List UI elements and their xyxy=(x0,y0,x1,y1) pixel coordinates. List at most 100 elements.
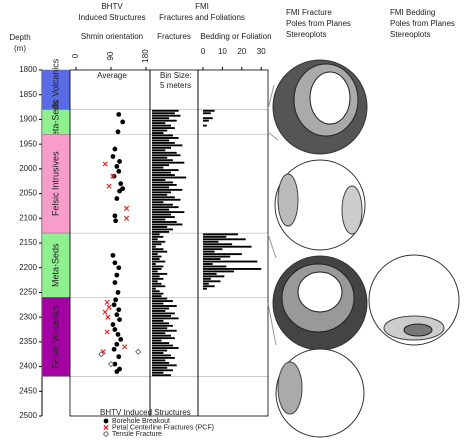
data-point xyxy=(115,290,121,295)
depth-unit: (m) xyxy=(14,44,26,53)
x-tick-label: 90 xyxy=(106,51,115,60)
histogram-bar xyxy=(152,300,173,303)
data-point xyxy=(106,183,112,189)
lithology-label: Meta-Seds xyxy=(50,100,60,144)
data-point xyxy=(112,361,118,367)
histogram-bar xyxy=(203,268,262,270)
stereoplots xyxy=(267,59,460,438)
data-point xyxy=(118,336,124,342)
histogram-bar xyxy=(152,124,171,127)
lithology-label: Meta-Seds xyxy=(50,243,60,287)
histogram-bar xyxy=(152,203,173,206)
histogram-bar xyxy=(203,287,207,290)
data-point xyxy=(110,322,116,327)
histogram-bar xyxy=(152,339,162,342)
depth-tick-label: 2000 xyxy=(19,164,37,173)
histogram-bar xyxy=(152,317,179,320)
histogram-bar xyxy=(152,238,158,241)
data-point xyxy=(112,280,118,285)
histogram-bar xyxy=(152,171,171,174)
connector xyxy=(267,84,275,110)
histogram-bar xyxy=(152,307,170,310)
depth-tick-label: 2100 xyxy=(19,213,37,222)
histogram-bar xyxy=(152,312,175,315)
data-point xyxy=(116,168,122,174)
histogram-bar xyxy=(152,347,179,349)
histogram-bar xyxy=(152,198,181,201)
data-point xyxy=(123,205,130,211)
histogram-bar xyxy=(152,342,170,345)
data-point xyxy=(106,304,112,310)
histogram-bar xyxy=(152,332,166,335)
depth-tick-label: 2050 xyxy=(19,189,37,198)
histogram-bar xyxy=(152,137,179,139)
histogram-bar xyxy=(152,356,175,359)
histogram-bar xyxy=(152,230,170,233)
data-point xyxy=(117,159,122,164)
histogram-bar xyxy=(152,352,164,354)
data-point xyxy=(114,163,120,169)
histogram-bar xyxy=(152,329,177,332)
stereo-title: Poles from Planes xyxy=(390,19,455,28)
histogram-bar xyxy=(152,295,162,298)
histogram-bar xyxy=(152,146,171,149)
histogram-bar xyxy=(152,149,166,152)
data-point xyxy=(113,218,119,224)
data-point xyxy=(117,188,122,194)
histogram-bar xyxy=(203,260,258,263)
data-point xyxy=(114,312,120,318)
depth-tick-label: 1900 xyxy=(19,115,37,124)
x-tick-label: 180 xyxy=(141,49,150,63)
histogram-bar xyxy=(152,258,160,260)
histogram-bar xyxy=(152,211,185,214)
panel-label: Fractures xyxy=(157,32,191,41)
histogram-bar xyxy=(152,243,162,246)
histogram-bar xyxy=(203,109,215,112)
bhtv-subtitle: Induced Structures xyxy=(78,13,145,22)
stereo-title: Stereoplots xyxy=(286,30,326,39)
histogram-bar xyxy=(152,188,183,191)
histogram-bar xyxy=(152,161,185,164)
data-point xyxy=(122,344,128,350)
data-point xyxy=(135,348,142,355)
histogram-bar xyxy=(152,196,175,199)
histogram-bar xyxy=(152,270,158,273)
histogram-bar xyxy=(203,250,215,253)
data-point xyxy=(123,215,130,221)
histogram-bar xyxy=(152,174,175,176)
histogram-bar xyxy=(203,243,233,246)
histogram-bar xyxy=(152,132,164,134)
histogram-bar xyxy=(152,139,170,142)
data-point xyxy=(111,346,117,352)
histogram-bar xyxy=(152,109,179,112)
histogram-bar xyxy=(203,272,217,275)
histogram-bar xyxy=(152,154,181,157)
histogram-bar xyxy=(152,191,171,194)
legend-title: BHTV Induced Structures xyxy=(100,408,191,417)
histogram-bar xyxy=(152,282,162,285)
stereo-title: Poles from Planes xyxy=(286,19,351,28)
legend-marker xyxy=(102,430,110,438)
annotation: 5 meters xyxy=(160,81,191,90)
connector xyxy=(267,302,277,346)
histogram-bar xyxy=(203,248,223,251)
data-point xyxy=(118,181,124,187)
histogram-bar xyxy=(152,240,166,243)
data-point xyxy=(102,309,108,315)
data-point xyxy=(110,252,116,258)
lithology-label: Felsic Intrusives xyxy=(50,151,60,216)
histogram-bar xyxy=(152,228,173,231)
histogram-bar xyxy=(152,260,166,263)
histogram-bar xyxy=(152,255,162,258)
data-point xyxy=(116,265,122,271)
histogram-bar xyxy=(203,124,207,127)
data-point xyxy=(104,329,110,335)
data-point xyxy=(114,341,120,347)
histogram-bar xyxy=(152,272,168,275)
histogram-bar xyxy=(152,302,164,305)
stereoplot xyxy=(274,159,366,251)
legend-label: Borehole Breakout xyxy=(112,418,170,425)
histogram-bar xyxy=(152,233,160,236)
histogram-bar xyxy=(152,314,171,317)
